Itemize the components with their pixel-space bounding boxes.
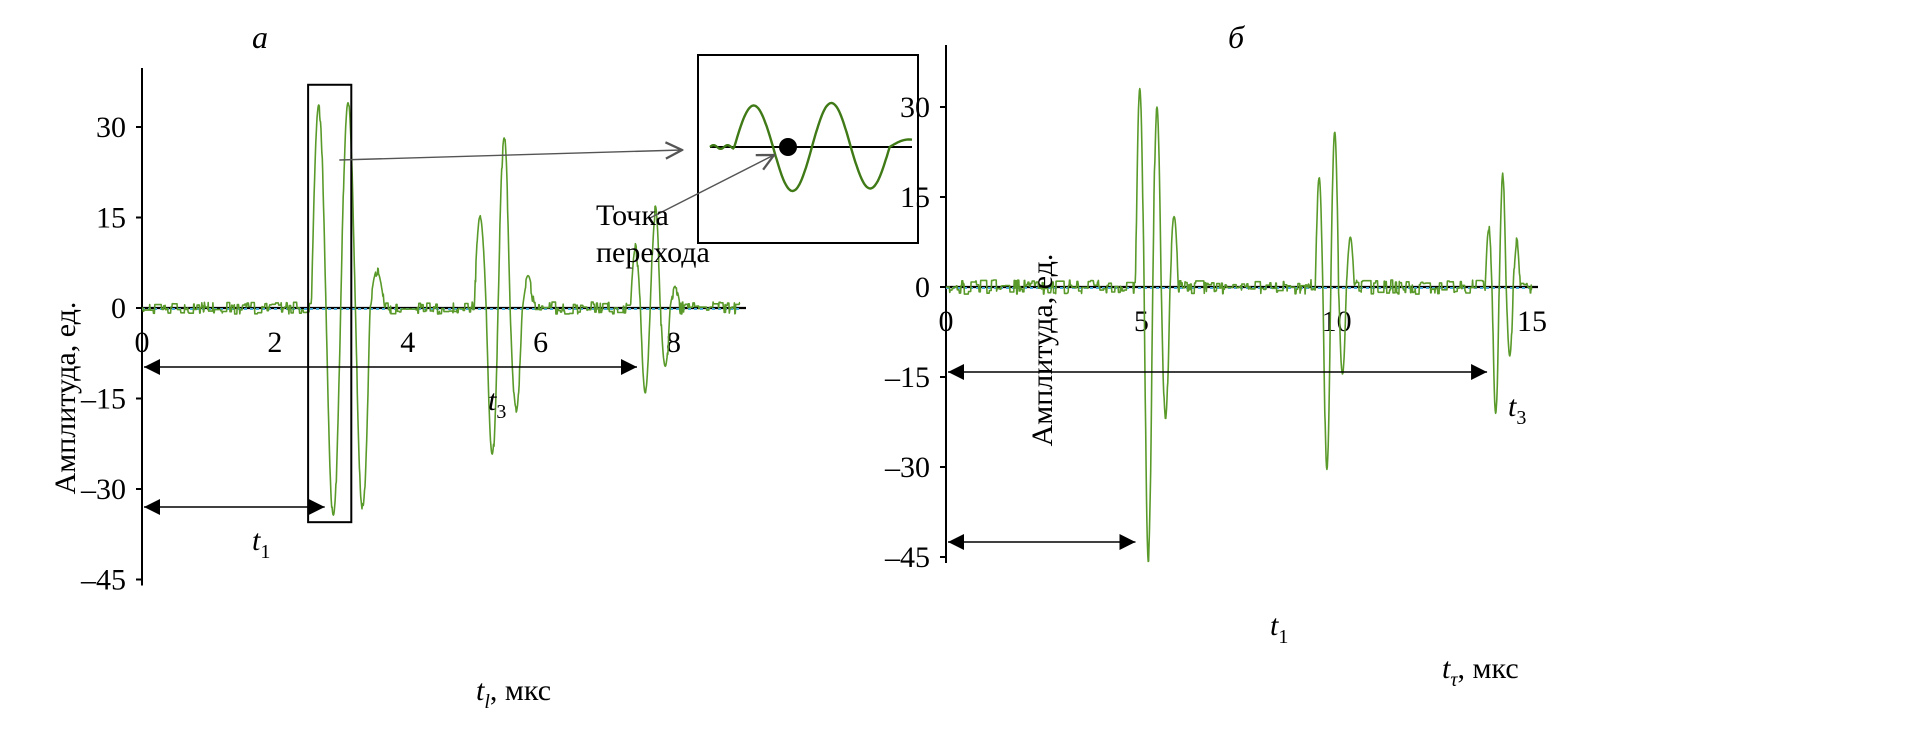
- panel-b-t1-label-main: t: [1270, 609, 1279, 642]
- panel-a-x-tick-label: 4: [400, 326, 415, 359]
- transition-point-label-line2: перехода: [596, 236, 710, 269]
- zoom-connector-arrow: [339, 150, 682, 161]
- panel-a-y-tick-label: –30: [80, 473, 126, 506]
- panel-a-t1-label-main: t: [252, 524, 261, 557]
- panel-a-x-axis-label-main: t: [476, 674, 485, 707]
- panel-b-x-axis-label-unit: , мкс: [1458, 652, 1519, 685]
- panel-b-y-tick-label: –15: [884, 361, 930, 394]
- panel-b-y-tick-label: 0: [915, 271, 930, 304]
- panel-b-y-tick-label: 30: [900, 91, 930, 124]
- panel-b-t1-label: t1: [1270, 609, 1288, 648]
- panel-b-y-axis-label: Амплитуда, ед.: [1026, 254, 1059, 447]
- panel-b-signal: [945, 87, 1533, 563]
- panel-a-y-ticks: 30 15 0 –15 –30 –45: [80, 111, 142, 597]
- panel-b-letter: б: [1228, 19, 1245, 55]
- panel-b-x-tick-label: 0: [939, 305, 954, 338]
- panel-a-x-tick-label: 8: [666, 326, 681, 359]
- panel-a-x-axis-label: tl, мкс: [476, 674, 551, 713]
- inset-box: [697, 54, 919, 244]
- panel-a-t3-label-sub: 3: [496, 401, 506, 423]
- inset-zoomed-signal: [709, 101, 913, 193]
- panel-a-signal-series: [141, 102, 741, 516]
- panel-b-t1-label-sub: 1: [1278, 626, 1288, 648]
- panel-a-x-tick-label: 2: [267, 326, 282, 359]
- panel-a-y-tick-label: 0: [111, 292, 126, 325]
- panel-b-y-tick-label: –30: [884, 451, 930, 484]
- panel-b-x-tick-label: 10: [1322, 305, 1352, 338]
- zoom-box: [307, 83, 353, 524]
- panel-b-y-ticks: 30 15 0 –15 –30 –45: [884, 91, 946, 574]
- panel-b-t3-label-main: t: [1508, 390, 1517, 423]
- panel-b-x-tick-label: 5: [1134, 305, 1149, 338]
- panel-b-x-axis-label-sub: τ: [1450, 669, 1458, 691]
- transition-point-arrow: [649, 155, 774, 219]
- panel-a-x-axis-label-unit: , мкс: [490, 674, 551, 707]
- panel-a-y-tick-label: –45: [80, 564, 126, 597]
- transition-point-label-line1: Точка: [596, 199, 669, 232]
- panel-a-t1-label: t1: [252, 524, 270, 563]
- panel-a-t1-label-sub: 1: [260, 541, 270, 563]
- panel-b-x-axis-label: tτ, мкс: [1442, 652, 1519, 691]
- panel-a-signal: [141, 102, 741, 516]
- panel-a-x-tick-label: 6: [533, 326, 548, 359]
- panel-a-y-axis-label: Амплитуда, ед.: [49, 302, 82, 495]
- panel-b-t3-label-sub: 3: [1516, 407, 1526, 429]
- panel-b-x-tick-label: 15: [1517, 305, 1547, 338]
- panel-a-y-tick-label: –15: [80, 383, 126, 416]
- panel-b-y-tick-label: 15: [900, 181, 930, 214]
- transition-point-marker: [779, 138, 797, 156]
- panel-a-t3-label: t3: [488, 384, 506, 423]
- panel-a-axes: [141, 68, 746, 586]
- panel-b-signal-series: [945, 87, 1533, 563]
- panel-a-t3-label-main: t: [488, 384, 497, 417]
- panel-a-x-axis-label-sub: l: [484, 691, 490, 713]
- panel-a-letter: а: [252, 19, 268, 55]
- panel-b-y-tick-label: –45: [884, 541, 930, 574]
- panel-a-y-tick-label: 30: [96, 111, 126, 144]
- panel-a-x-tick-label: 0: [135, 326, 150, 359]
- panel-b-x-axis-label-main: t: [1442, 652, 1451, 685]
- panel-b-t3-label: t3: [1508, 390, 1526, 429]
- panel-a-y-tick-label: 15: [96, 202, 126, 235]
- panel-a-x-ticks: 0 2 4 6 8: [135, 326, 682, 359]
